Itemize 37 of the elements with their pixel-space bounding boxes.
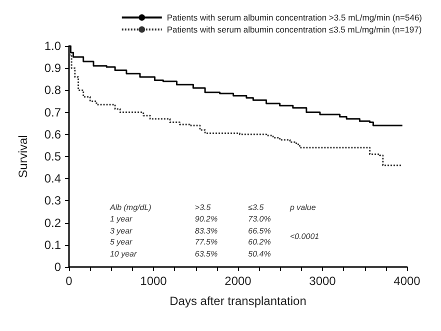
annotation: 90.2% [194, 214, 218, 224]
annotation: Alb (mg/dL) [108, 202, 152, 212]
annotation: >3.5 [194, 202, 212, 212]
annotation: 5 year [110, 238, 133, 247]
y-tick-label: 0.6 [44, 127, 62, 142]
annotation: 3 year [110, 226, 133, 236]
annotation: 10 year [110, 249, 137, 258]
x-tick-label: 3000 [309, 274, 336, 288]
annotation: 83.3% [194, 226, 218, 236]
x-tick-label: 0 [66, 274, 73, 288]
annotation: ≤3.5 [248, 202, 264, 212]
x-tick-label: 2000 [224, 274, 252, 288]
annotation: 60.2% [248, 238, 271, 247]
annotation: 77.5% [194, 238, 218, 247]
y-tick-label: 0 [54, 260, 62, 274]
annotation: 63.5% [194, 249, 218, 258]
y-tick-label: 0.9 [44, 61, 62, 76]
y-tick-label: 1.0 [44, 39, 62, 53]
y-tick-label: 0.1 [44, 238, 62, 252]
y-tick-label: 0.2 [44, 216, 62, 230]
annotation: 1 year [110, 214, 133, 224]
annotation: 50.4% [248, 249, 271, 258]
y-tick-label: 0.8 [44, 83, 62, 98]
y-axis-title: Survival [16, 135, 30, 178]
annotation: 66.5% [248, 226, 271, 236]
annotation: <0.0001 [290, 232, 320, 241]
legend-label: Patients with serum albumin concentration >3.5 mL/mg/min (n=546) [166, 12, 422, 22]
y-tick-label: 0.3 [44, 194, 62, 208]
x-axis-title: Days after transplantation [170, 294, 306, 308]
y-tick-label: 0.4 [44, 172, 62, 186]
x-tick-label: 1000 [140, 274, 168, 288]
y-tick-label: 0.7 [44, 105, 62, 120]
annotation: p value [288, 202, 316, 212]
legend-label: Patients with serum albumin concentration ≤3.5 mL/mg/min (n=197) [166, 24, 422, 34]
y-tick-label: 0.5 [44, 150, 62, 164]
annotation: 73.0% [248, 214, 271, 224]
x-tick-label: 4000 [394, 274, 421, 288]
